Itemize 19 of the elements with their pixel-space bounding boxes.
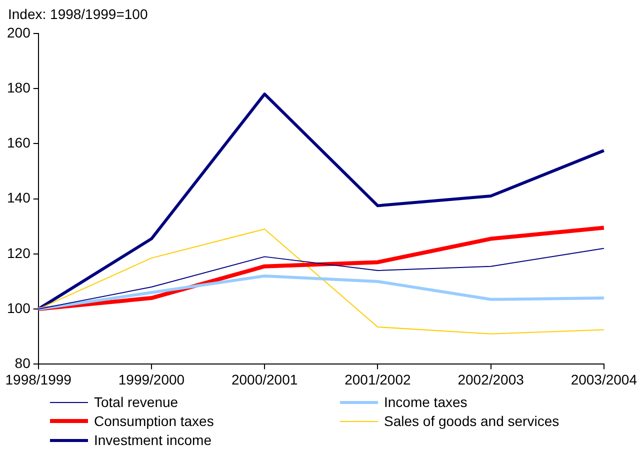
x-tick-label: 1998/1999 (5, 371, 72, 388)
y-tick-label: 100 (7, 300, 31, 316)
legend-label: Consumption taxes (94, 413, 214, 429)
x-tick-label: 2000/2001 (231, 371, 298, 388)
y-tick-label: 160 (7, 134, 31, 151)
x-tick-label: 1999/2000 (118, 371, 185, 388)
y-tick-label: 80 (14, 355, 31, 372)
y-tick-label: 200 (7, 24, 31, 40)
x-tick-label: 2001/2002 (344, 371, 411, 388)
y-axis-title: Index: 1998/1999=100 (8, 6, 148, 22)
x-tick-label: 2003/2004 (570, 371, 638, 388)
legend-label: Total revenue (94, 394, 178, 410)
legend-label: Sales of goods and services (384, 413, 560, 429)
legend-label: Income taxes (384, 394, 468, 410)
legend-label: Investment income (94, 432, 212, 448)
y-tick-label: 120 (7, 244, 31, 261)
x-tick-label: 2002/2003 (458, 371, 524, 388)
y-tick-label: 140 (7, 190, 31, 206)
y-tick-label: 180 (7, 79, 31, 96)
